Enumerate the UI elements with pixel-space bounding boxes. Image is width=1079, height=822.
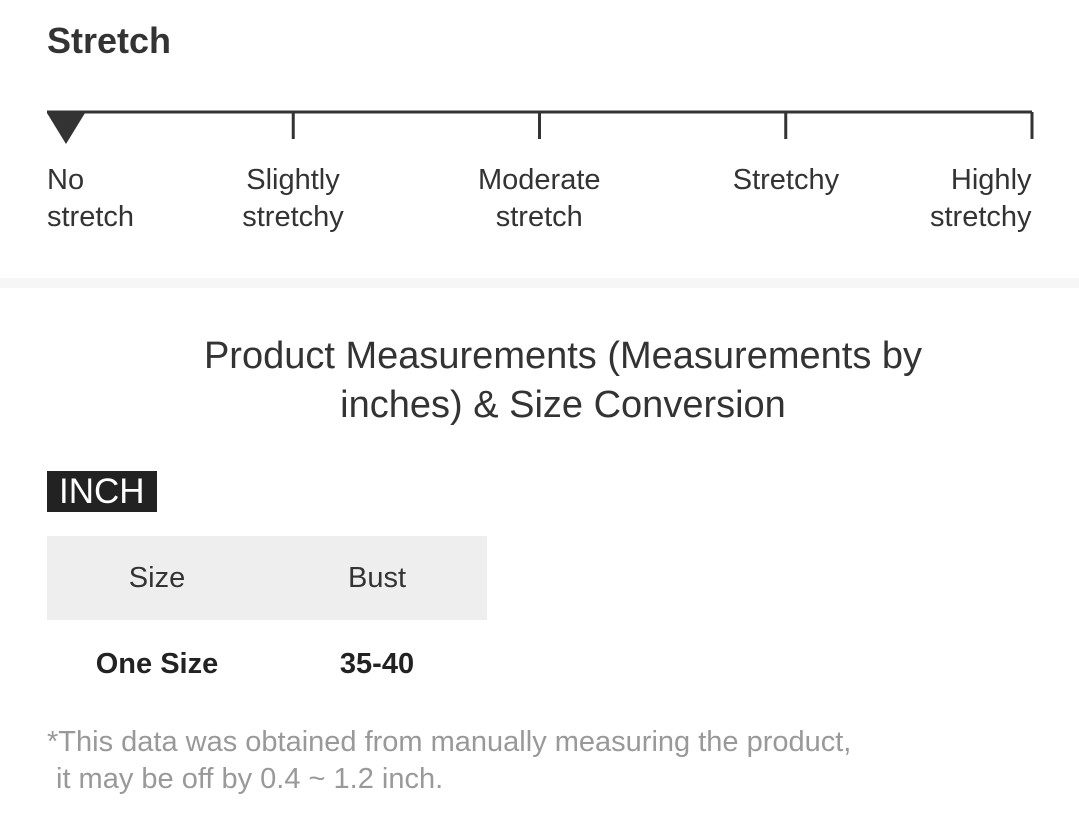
note-line: it may be off by 0.4 ~ 1.2 inch. bbox=[56, 763, 444, 795]
stretch-level: Stretchy bbox=[732, 164, 840, 196]
stretch-level: Slightly stretchy bbox=[242, 164, 344, 233]
header-cell: Bust bbox=[267, 536, 487, 620]
stretch-title: Stretch bbox=[47, 20, 172, 61]
stretch-scale bbox=[47, 110, 1034, 144]
size-table: Size Bust One Size 35-40 bbox=[47, 536, 487, 708]
scale-marker bbox=[47, 113, 85, 144]
unit-tab: INCH bbox=[47, 471, 157, 512]
stretch-level: Highly stretchy bbox=[930, 164, 1032, 233]
header-cell: Size bbox=[47, 536, 267, 620]
stretch-level: No stretch bbox=[47, 164, 135, 233]
measurements-title: Product Measurements (Measurements by in… bbox=[203, 335, 923, 426]
table-row: One Size 35-40 bbox=[47, 620, 487, 708]
table-cell: 35-40 bbox=[339, 647, 415, 680]
stretch-level: Moderate stretch bbox=[478, 164, 601, 233]
separator bbox=[0, 278, 1079, 288]
table-header: Size Bust bbox=[47, 536, 487, 620]
note-line: *This data was obtained from manually me… bbox=[47, 726, 852, 758]
table-cell: One Size bbox=[95, 647, 219, 680]
